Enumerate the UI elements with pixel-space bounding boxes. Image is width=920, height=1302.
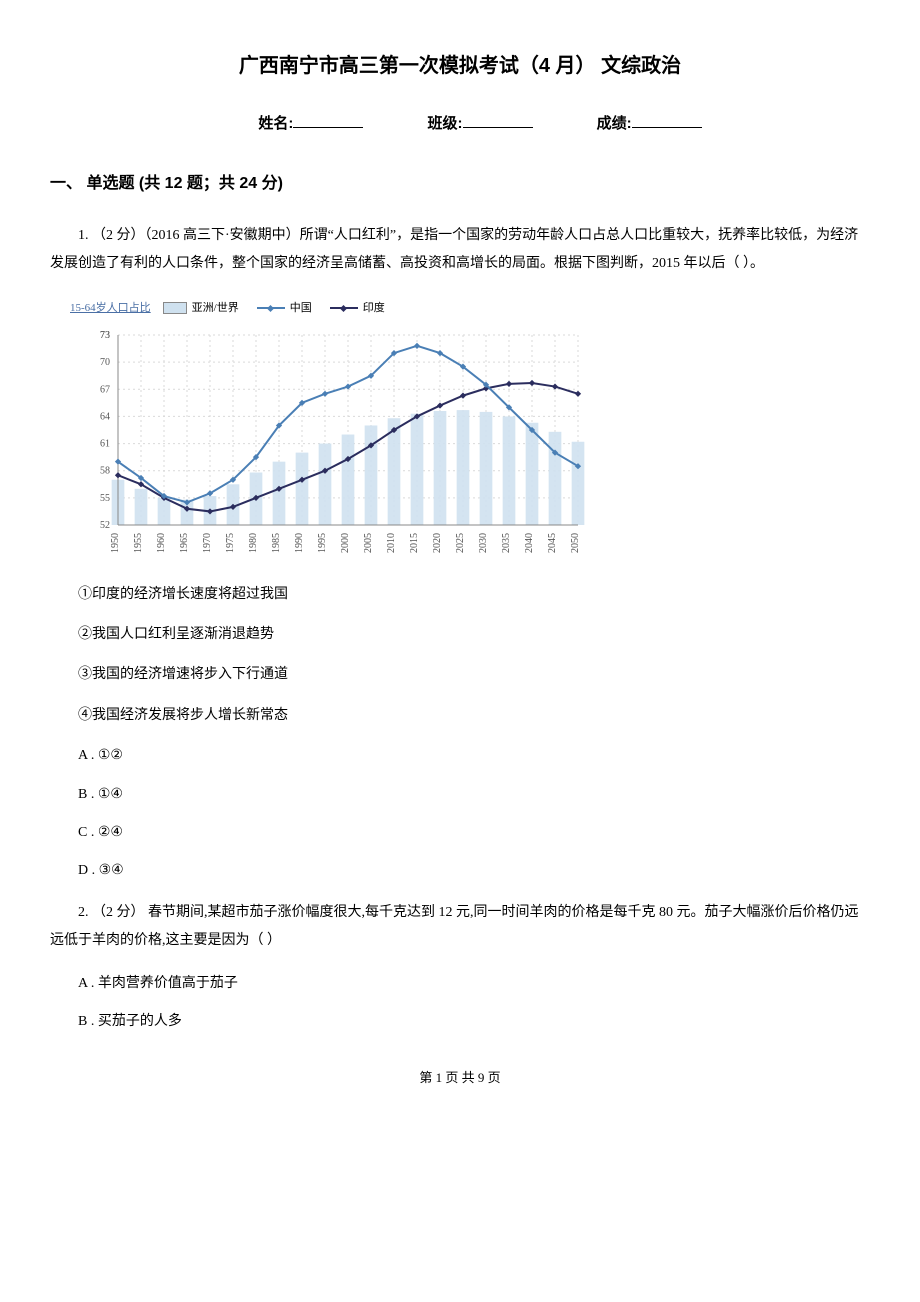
svg-text:2015: 2015 (409, 533, 420, 553)
svg-text:2020: 2020 (432, 533, 443, 553)
svg-text:2010: 2010 (386, 533, 397, 553)
svg-text:2050: 2050 (570, 533, 581, 553)
legend-india-label: 印度 (363, 300, 385, 318)
class-label: 班级: (428, 115, 463, 132)
page-footer: 第 1 页 共 9 页 (50, 1068, 870, 1089)
svg-text:1990: 1990 (294, 533, 305, 553)
svg-text:55: 55 (100, 493, 110, 504)
q1-option-a: A . ①② (50, 745, 870, 767)
q1-option-b: B . ①④ (50, 784, 870, 806)
svg-text:2000: 2000 (340, 533, 351, 553)
svg-text:2030: 2030 (478, 533, 489, 553)
q1-stem: 1. （2 分）（2016 高三下·安徽期中）所谓“人口红利”，是指一个国家的劳… (50, 222, 870, 278)
legend-china-label: 中国 (290, 300, 312, 318)
name-blank (293, 113, 363, 128)
legend-asia: 亚洲/世界 (163, 300, 239, 318)
name-label: 姓名: (258, 115, 293, 132)
legend-asia-label: 亚洲/世界 (192, 300, 239, 318)
svg-text:1970: 1970 (202, 533, 213, 553)
svg-text:1955: 1955 (133, 533, 144, 553)
population-chart: 15-64岁人口占比 亚洲/世界 中国 印度 52555861646770737… (70, 296, 870, 564)
q1-statement-4: ④我国经济发展将步人增长新常态 (50, 705, 870, 727)
svg-text:1985: 1985 (271, 533, 282, 553)
svg-text:1960: 1960 (156, 533, 167, 553)
svg-text:70: 70 (100, 357, 110, 368)
svg-text:2040: 2040 (524, 533, 535, 553)
legend-india: 印度 (330, 300, 385, 318)
svg-text:52: 52 (100, 520, 110, 531)
svg-text:2005: 2005 (363, 533, 374, 553)
svg-text:1975: 1975 (225, 533, 236, 553)
q2-stem: 2. （2 分） 春节期间,某超市茄子涨价幅度很大,每千克达到 12 元,同一时… (50, 899, 870, 955)
student-info-row: 姓名: 班级: 成绩: (50, 112, 870, 136)
svg-text:1950: 1950 (110, 533, 121, 553)
section-heading: 一、 单选题 (共 12 题；共 24 分) (50, 171, 870, 197)
legend-china: 中国 (257, 300, 312, 318)
svg-text:61: 61 (100, 439, 110, 450)
legend-asia-swatch (163, 302, 187, 314)
chart-svg: 5255586164677073731950195519601965197019… (70, 325, 590, 555)
svg-text:1980: 1980 (248, 533, 259, 553)
q1-statement-2: ②我国人口红利呈逐渐消退趋势 (50, 624, 870, 646)
page-title: 广西南宁市高三第一次模拟考试（4 月） 文综政治 (50, 50, 870, 82)
y-axis-title: 15-64岁人口占比 (70, 300, 151, 318)
legend-china-swatch (257, 307, 285, 309)
q1-statement-1: ①印度的经济增长速度将超过我国 (50, 584, 870, 606)
score-label: 成绩: (597, 115, 632, 132)
q1-statement-3: ③我国的经济增速将步入下行通道 (50, 664, 870, 686)
svg-text:58: 58 (100, 466, 110, 477)
legend-india-swatch (330, 307, 358, 309)
q1-option-d: D . ③④ (50, 860, 870, 882)
q2-option-a: A . 羊肉营养价值高于茄子 (50, 973, 870, 995)
q1-option-c: C . ②④ (50, 822, 870, 844)
svg-text:2025: 2025 (455, 533, 466, 553)
score-blank (632, 113, 702, 128)
svg-text:64: 64 (100, 412, 110, 423)
svg-text:1995: 1995 (317, 533, 328, 553)
svg-text:2035: 2035 (501, 533, 512, 553)
svg-text:2045: 2045 (547, 533, 558, 553)
chart-legend: 15-64岁人口占比 亚洲/世界 中国 印度 (70, 296, 870, 326)
class-blank (463, 113, 533, 128)
svg-text:1965: 1965 (179, 533, 190, 553)
svg-text:67: 67 (100, 384, 110, 395)
svg-text:73: 73 (100, 330, 110, 341)
q2-option-b: B . 买茄子的人多 (50, 1011, 870, 1033)
